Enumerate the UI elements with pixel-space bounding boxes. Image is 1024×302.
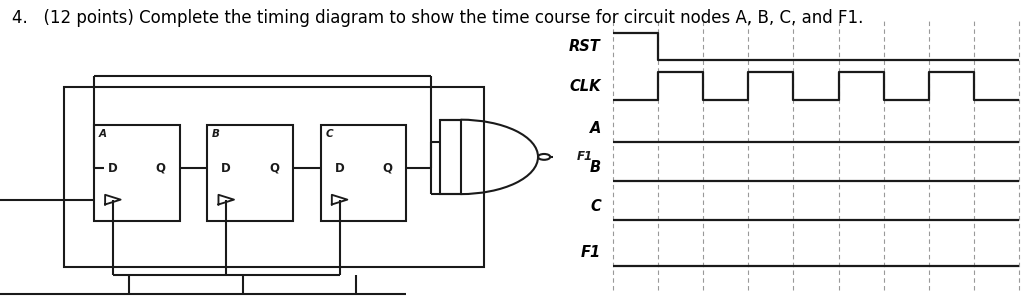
Bar xyxy=(321,125,407,221)
Text: 4.   (12 points) Complete the timing diagram to show the time course for circuit: 4. (12 points) Complete the timing diagr… xyxy=(12,9,863,27)
Text: F1: F1 xyxy=(577,150,593,163)
Text: A: A xyxy=(590,121,601,136)
Text: CLK: CLK xyxy=(569,79,601,94)
Text: B: B xyxy=(590,160,601,175)
Text: Q: Q xyxy=(156,162,166,175)
Text: Q: Q xyxy=(269,162,280,175)
Text: D: D xyxy=(221,162,231,175)
Bar xyxy=(94,125,180,221)
Text: D: D xyxy=(335,162,344,175)
Text: C: C xyxy=(326,129,333,139)
Text: Q: Q xyxy=(383,162,392,175)
Bar xyxy=(439,120,461,194)
Bar xyxy=(63,87,484,268)
Text: F1: F1 xyxy=(581,245,601,260)
Text: C: C xyxy=(590,199,601,214)
Bar xyxy=(207,125,293,221)
Text: A: A xyxy=(98,129,106,139)
Text: B: B xyxy=(212,129,220,139)
Text: RST: RST xyxy=(569,39,601,54)
Text: D: D xyxy=(108,162,118,175)
